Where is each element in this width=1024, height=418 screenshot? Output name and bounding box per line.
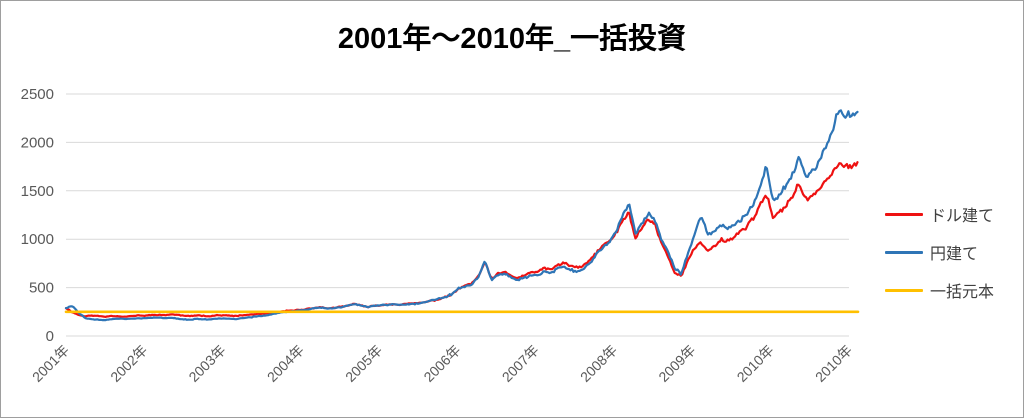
svg-text:2010年: 2010年 bbox=[812, 342, 855, 385]
svg-text:2009年: 2009年 bbox=[655, 342, 698, 385]
dollar-series-line-icon bbox=[885, 212, 923, 216]
svg-text:1000: 1000 bbox=[21, 231, 54, 248]
legend-item-dollar: ドル建て bbox=[885, 202, 994, 226]
svg-text:2005年: 2005年 bbox=[342, 342, 385, 385]
legend-item-yen: 円建て bbox=[885, 240, 994, 264]
svg-text:2010年: 2010年 bbox=[734, 342, 777, 385]
svg-text:2002年: 2002年 bbox=[107, 342, 150, 385]
svg-text:2500: 2500 bbox=[21, 86, 54, 103]
svg-text:1500: 1500 bbox=[21, 183, 54, 200]
legend-label-principal: 一括元本 bbox=[930, 284, 995, 301]
svg-text:2008年: 2008年 bbox=[577, 342, 620, 385]
chart-title: 2001年〜2010年_一括投資 bbox=[337, 23, 687, 55]
svg-text:500: 500 bbox=[29, 280, 54, 297]
yen-series-line-icon bbox=[885, 250, 923, 254]
svg-text:2007年: 2007年 bbox=[499, 342, 542, 385]
svg-text:2006年: 2006年 bbox=[420, 342, 463, 385]
legend-label-yen: 円建て bbox=[930, 246, 979, 263]
svg-text:2001年: 2001年 bbox=[29, 342, 72, 385]
principal-series-line-icon bbox=[885, 288, 923, 292]
legend: ドル建て 円建て 一括元本 bbox=[885, 202, 994, 302]
legend-item-principal: 一括元本 bbox=[885, 278, 994, 302]
svg-text:2004年: 2004年 bbox=[264, 342, 307, 385]
svg-text:0: 0 bbox=[46, 328, 54, 345]
svg-text:2000: 2000 bbox=[21, 134, 54, 151]
legend-label-dollar: ドル建て bbox=[930, 208, 995, 225]
svg-text:2003年: 2003年 bbox=[185, 342, 228, 385]
